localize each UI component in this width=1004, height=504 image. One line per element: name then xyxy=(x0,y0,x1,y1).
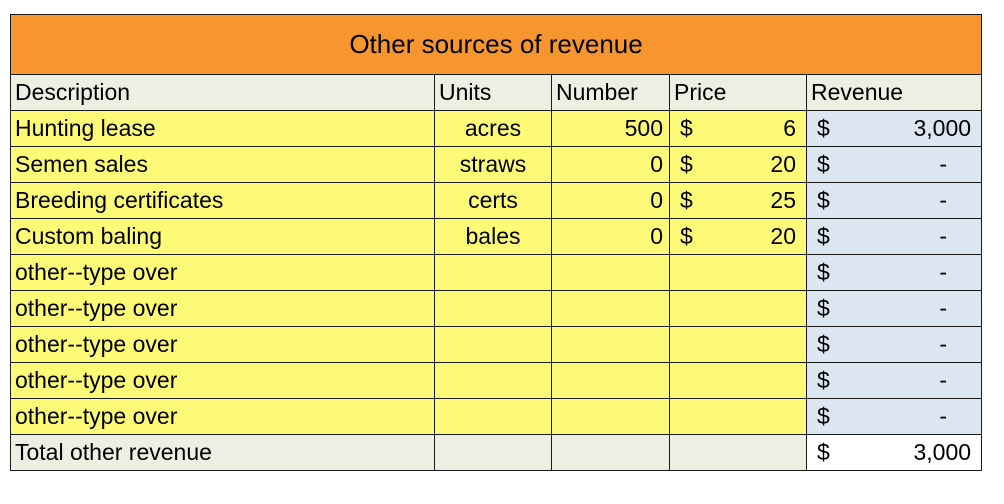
price-cell[interactable] xyxy=(669,290,807,327)
revenue-symbol: $ xyxy=(817,223,830,249)
description-cell[interactable]: other--type over xyxy=(10,290,435,327)
number-cell[interactable]: 500 xyxy=(551,110,670,147)
description-cell[interactable]: other--type over xyxy=(10,362,435,399)
number-cell[interactable]: 0 xyxy=(551,218,670,255)
description-cell[interactable]: other--type over xyxy=(10,398,435,435)
revenue-value: - xyxy=(939,403,948,429)
revenue-cell[interactable]: $ - xyxy=(805,218,983,255)
sheet-title: Other sources of revenue xyxy=(9,14,983,75)
revenue-cell[interactable]: $ - xyxy=(805,362,983,399)
header-number: Number xyxy=(551,74,670,111)
table-row: Hunting lease acres 500 $6 $3,000 xyxy=(10,110,983,147)
price-symbol: $ xyxy=(680,151,693,177)
units-cell[interactable]: acres xyxy=(434,110,552,147)
header-row: Description Units Number Price Revenue xyxy=(10,74,983,111)
revenue-value: - xyxy=(939,295,948,321)
total-revenue-value: 3,000 xyxy=(913,439,972,465)
revenue-symbol: $ xyxy=(817,403,830,429)
revenue-value: - xyxy=(939,331,948,357)
price-cell[interactable] xyxy=(669,362,807,399)
revenue-value: - xyxy=(939,367,948,393)
units-cell[interactable]: straws xyxy=(434,146,552,183)
price-cell[interactable]: $20 xyxy=(669,146,807,183)
price-value: 20 xyxy=(770,151,796,177)
revenue-symbol: $ xyxy=(817,295,830,321)
revenue-value: - xyxy=(939,223,948,249)
header-units: Units xyxy=(434,74,552,111)
price-symbol: $ xyxy=(680,223,693,249)
units-cell[interactable]: bales xyxy=(434,218,552,255)
revenue-cell[interactable]: $ - xyxy=(805,254,983,291)
table-row: other--type over $ - xyxy=(10,290,983,327)
revenue-symbol: $ xyxy=(817,259,830,285)
total-label: Total other revenue xyxy=(10,434,435,471)
revenue-cell[interactable]: $ - xyxy=(805,398,983,435)
revenue-symbol: $ xyxy=(817,367,830,393)
price-cell[interactable] xyxy=(669,398,807,435)
revenue-table: Other sources of revenue Description Uni… xyxy=(9,14,983,471)
total-revenue-cell[interactable]: $ 3,000 xyxy=(805,434,983,471)
total-row: Total other revenue $ 3,000 xyxy=(10,434,983,471)
revenue-cell[interactable]: $ - xyxy=(805,326,983,363)
revenue-symbol: $ xyxy=(817,151,830,177)
total-number-cell xyxy=(551,434,670,471)
number-cell[interactable] xyxy=(551,362,670,399)
revenue-symbol: $ xyxy=(817,331,830,357)
price-value: 20 xyxy=(770,223,796,249)
units-cell[interactable] xyxy=(434,254,552,291)
price-cell[interactable]: $6 xyxy=(669,110,807,147)
price-cell[interactable]: $20 xyxy=(669,218,807,255)
price-symbol: $ xyxy=(680,115,693,141)
units-cell[interactable] xyxy=(434,362,552,399)
revenue-sheet: Other sources of revenue Description Uni… xyxy=(9,14,983,471)
number-cell[interactable] xyxy=(551,290,670,327)
title-row: Other sources of revenue xyxy=(9,14,983,75)
number-cell[interactable] xyxy=(551,254,670,291)
total-revenue-symbol: $ xyxy=(817,439,830,465)
units-cell[interactable] xyxy=(434,326,552,363)
units-cell[interactable] xyxy=(434,290,552,327)
price-cell[interactable] xyxy=(669,326,807,363)
total-units-cell xyxy=(434,434,552,471)
revenue-value: 3,000 xyxy=(913,115,972,141)
description-cell[interactable]: Semen sales xyxy=(10,146,435,183)
table-row: Breeding certificates certs 0 $25 $ - xyxy=(10,182,983,219)
revenue-cell[interactable]: $ - xyxy=(805,182,983,219)
price-cell[interactable] xyxy=(669,254,807,291)
revenue-cell[interactable]: $ - xyxy=(805,146,983,183)
revenue-value: - xyxy=(939,259,948,285)
price-value: 25 xyxy=(770,187,796,213)
header-description: Description xyxy=(10,74,435,111)
revenue-value: - xyxy=(939,151,948,177)
table-row: other--type over $ - xyxy=(10,326,983,363)
units-cell[interactable]: certs xyxy=(434,182,552,219)
revenue-cell[interactable]: $ - xyxy=(805,290,983,327)
description-cell[interactable]: Custom baling xyxy=(10,218,435,255)
table-row: Custom baling bales 0 $20 $ - xyxy=(10,218,983,255)
description-cell[interactable]: Breeding certificates xyxy=(10,182,435,219)
revenue-cell[interactable]: $3,000 xyxy=(805,110,983,147)
table-row: other--type over $ - xyxy=(10,398,983,435)
revenue-symbol: $ xyxy=(817,115,830,141)
revenue-symbol: $ xyxy=(817,187,830,213)
data-rows: Hunting lease acres 500 $6 $3,000 Semen sales… xyxy=(10,110,983,435)
price-symbol: $ xyxy=(680,187,693,213)
description-cell[interactable]: other--type over xyxy=(10,254,435,291)
revenue-value: - xyxy=(939,187,948,213)
price-cell[interactable]: $25 xyxy=(669,182,807,219)
units-cell[interactable] xyxy=(434,398,552,435)
header-price: Price xyxy=(669,74,807,111)
number-cell[interactable] xyxy=(551,326,670,363)
header-revenue: Revenue xyxy=(805,74,983,111)
table-row: other--type over $ - xyxy=(10,254,983,291)
price-value: 6 xyxy=(783,115,796,141)
total-price-cell xyxy=(669,434,807,471)
description-cell[interactable]: Hunting lease xyxy=(10,110,435,147)
table-row: other--type over $ - xyxy=(10,362,983,399)
number-cell[interactable] xyxy=(551,398,670,435)
table-row: Semen sales straws 0 $20 $ - xyxy=(10,146,983,183)
number-cell[interactable]: 0 xyxy=(551,146,670,183)
number-cell[interactable]: 0 xyxy=(551,182,670,219)
description-cell[interactable]: other--type over xyxy=(10,326,435,363)
